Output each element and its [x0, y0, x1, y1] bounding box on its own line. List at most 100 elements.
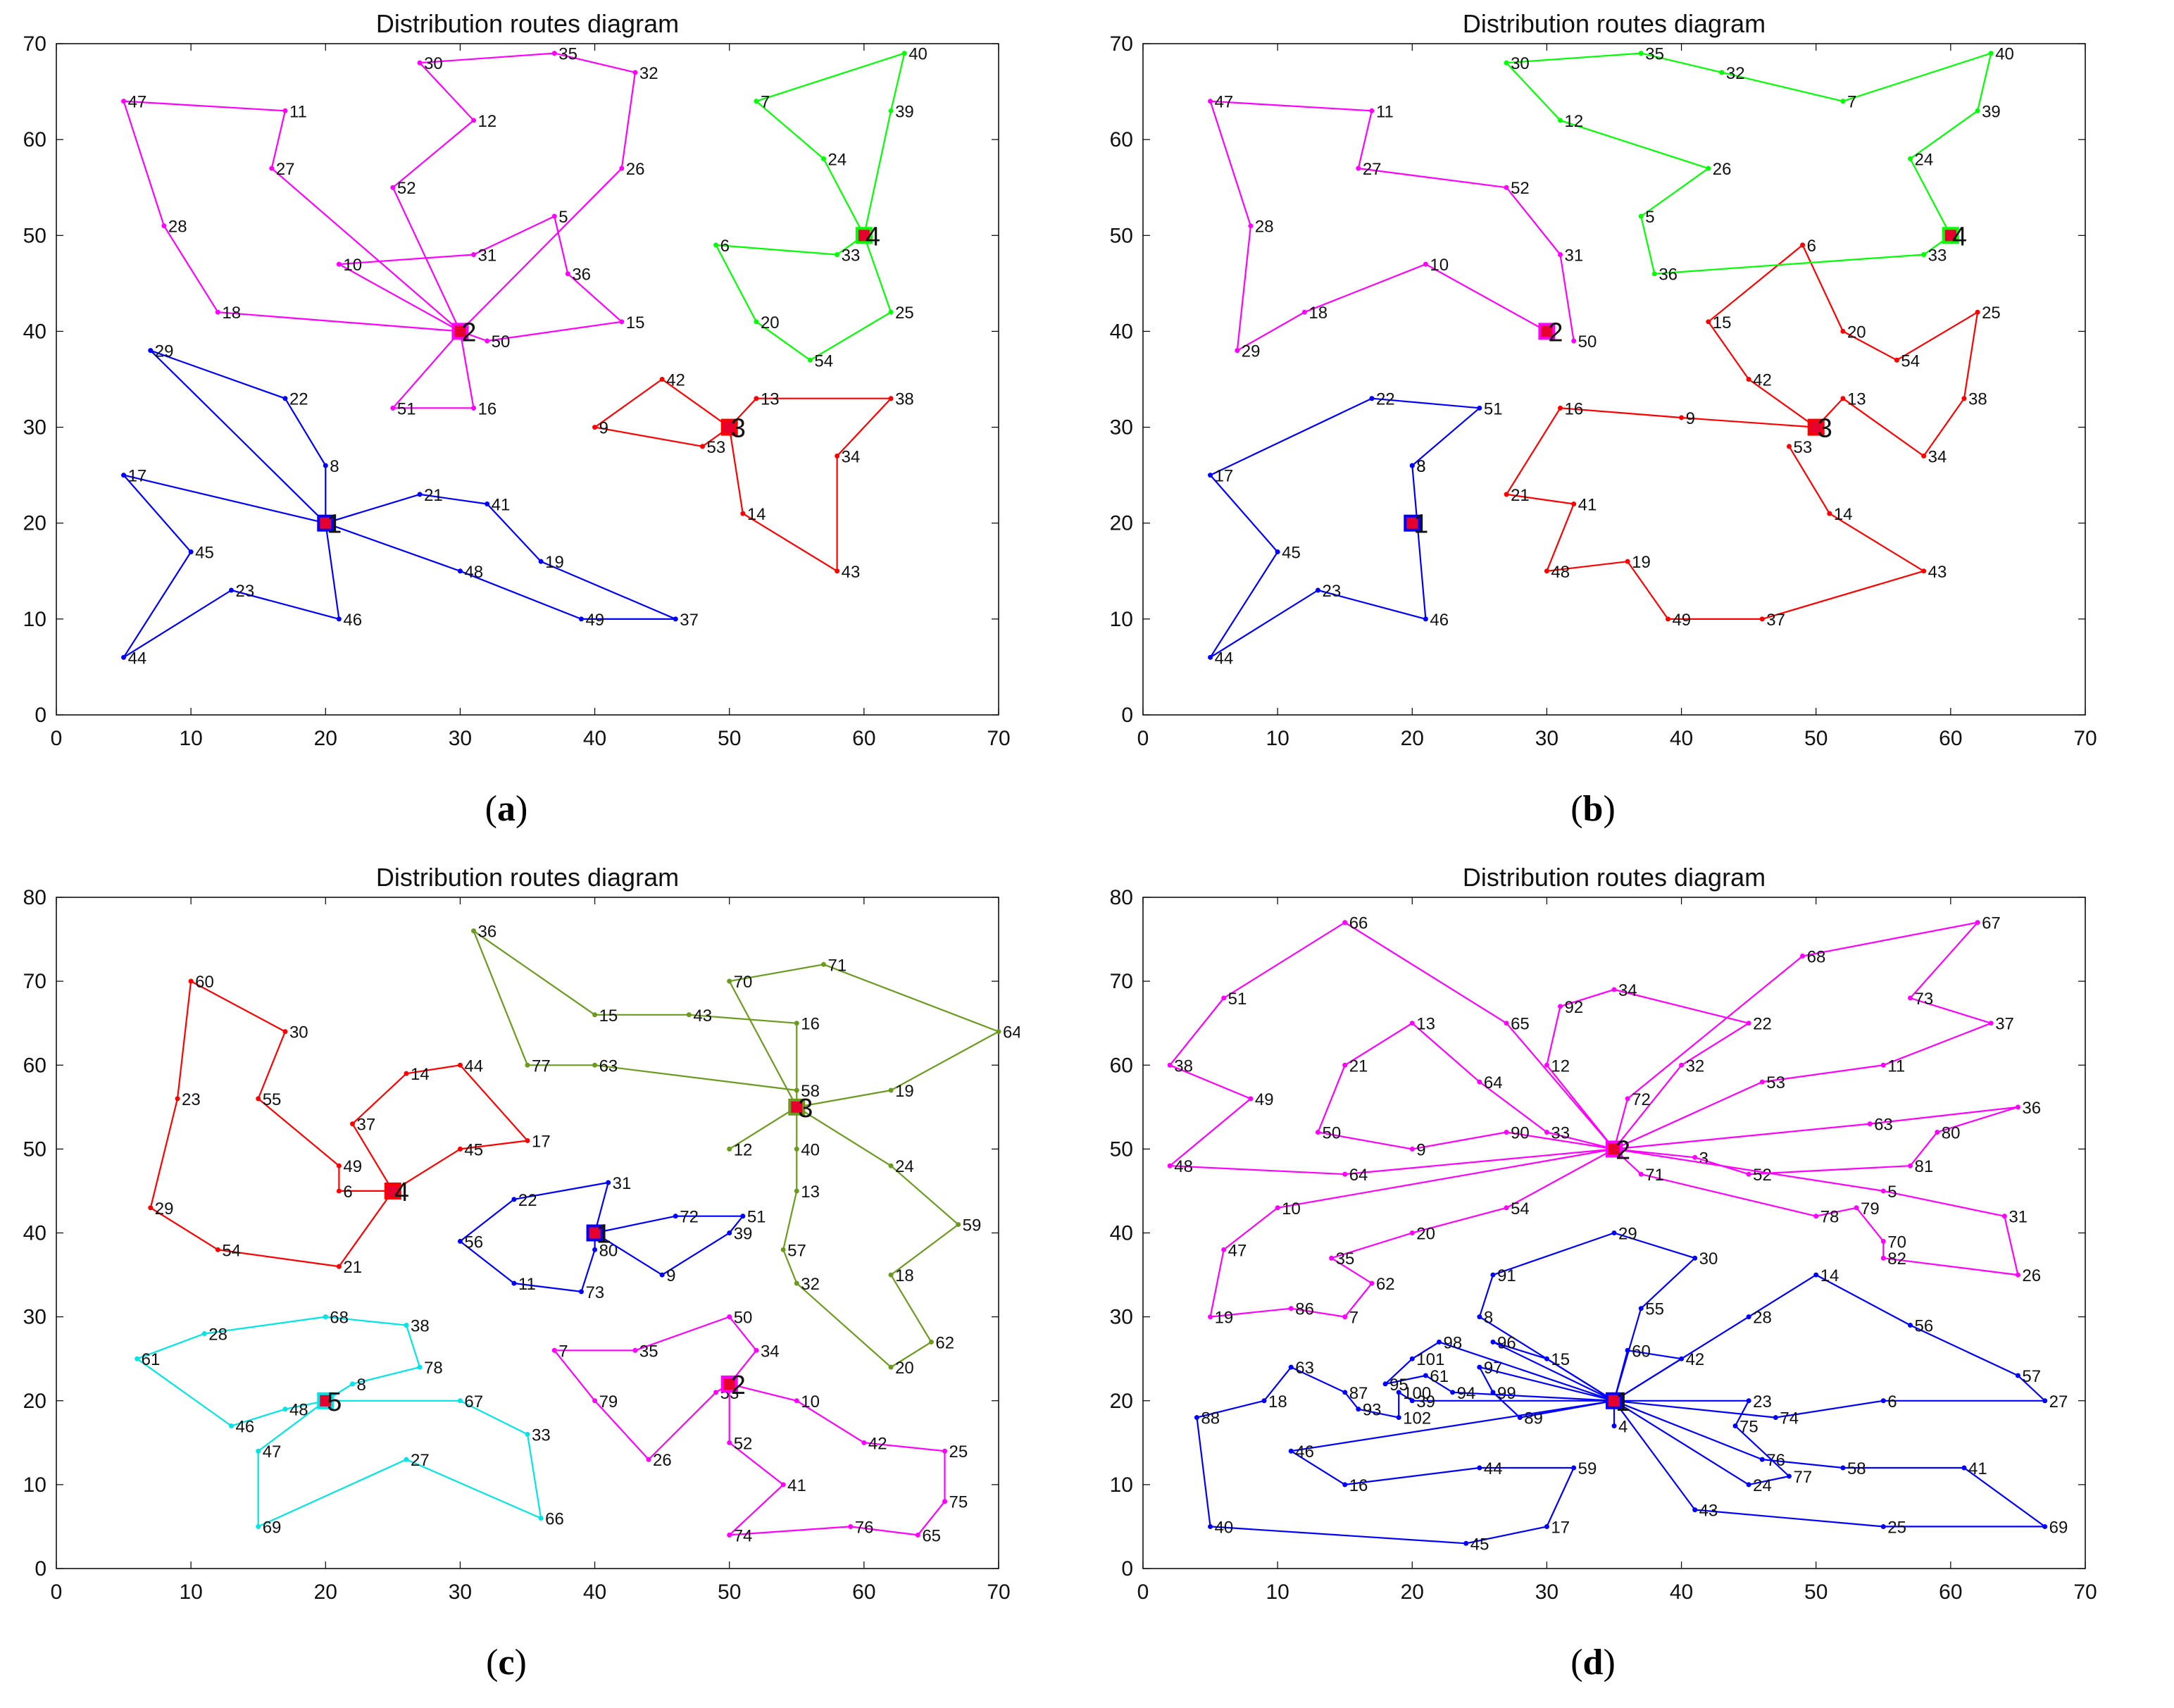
customer-label: 58 — [801, 1082, 820, 1101]
route-line-depot-2 — [1613, 1106, 2019, 1176]
customer-point — [350, 1381, 356, 1387]
customer-point — [606, 1180, 611, 1185]
customer-label: 3 — [1699, 1149, 1708, 1168]
customer-label: 48 — [1174, 1157, 1193, 1176]
customer-point — [1194, 1415, 1199, 1421]
customer-point — [228, 587, 234, 593]
y-tick-label: 20 — [23, 512, 46, 535]
customer-point — [1706, 319, 1711, 325]
customer-point — [1638, 1171, 1644, 1177]
customer-point — [1477, 1314, 1482, 1320]
customer-label: 61 — [142, 1350, 161, 1369]
customer-label: 28 — [168, 218, 187, 237]
customer-label: 66 — [1349, 914, 1368, 933]
y-tick-label: 80 — [23, 886, 46, 909]
panel-b: Distribution routes diagram 0 10 20 30 40 50 60… — [1087, 0, 2173, 854]
customer-label: 54 — [222, 1241, 241, 1260]
depot-marker — [788, 1098, 806, 1116]
depot-marker — [586, 1224, 604, 1242]
customer-point — [1840, 396, 1846, 401]
x-tick-label: 10 — [179, 1581, 202, 1604]
customer-point — [901, 51, 907, 56]
customer-point — [336, 1188, 342, 1194]
customer-label: 56 — [464, 1233, 483, 1252]
customer-label: 63 — [599, 1056, 618, 1076]
customer-label: 65 — [1511, 1015, 1530, 1034]
customer-label: 17 — [1551, 1518, 1570, 1537]
customer-label: 53 — [706, 438, 725, 457]
customer-label: 54 — [814, 351, 833, 370]
customer-point — [1611, 1423, 1617, 1428]
customer-point — [175, 1096, 180, 1102]
customer-label: 13 — [1847, 390, 1866, 409]
depot-marker — [1807, 418, 1825, 436]
depot-label: 2 — [1548, 318, 1563, 347]
customer-label: 72 — [1632, 1090, 1651, 1109]
depot-label: 3 — [798, 1094, 813, 1123]
customer-label: 55 — [1645, 1300, 1664, 1319]
customer-label: 25 — [895, 304, 914, 323]
y-tick-label: 0 — [35, 704, 46, 727]
customer-point — [861, 1440, 867, 1445]
customer-point — [1638, 51, 1644, 56]
customer-label: 32 — [1726, 64, 1745, 83]
customer-point — [1975, 108, 1980, 113]
customer-point — [1221, 1247, 1227, 1252]
customer-label: 71 — [1645, 1166, 1664, 1185]
customer-label: 86 — [1295, 1300, 1314, 1319]
customer-point — [1544, 1062, 1549, 1068]
depot-label: 5 — [327, 1388, 342, 1417]
customer-point — [619, 319, 625, 325]
depot-marker — [720, 1375, 738, 1392]
customer-label: 26 — [1713, 160, 1732, 179]
customer-label: 43 — [842, 563, 861, 582]
customer-point — [632, 1347, 638, 1353]
customer-point — [1288, 1364, 1294, 1370]
customer-label: 7 — [1847, 93, 1856, 112]
customer-label: 51 — [1484, 399, 1503, 418]
y-tick-label: 10 — [23, 608, 46, 631]
customer-point — [1369, 1280, 1375, 1286]
customer-point — [1409, 1398, 1415, 1404]
customer-label: 41 — [492, 495, 511, 514]
customer-label: 16 — [1349, 1476, 1368, 1495]
x-tick-label: 70 — [2073, 1581, 2097, 1604]
customer-label: 76 — [1766, 1451, 1785, 1470]
customer-label: 16 — [801, 1015, 820, 1034]
customer-point — [148, 1205, 154, 1211]
customer-point — [1908, 1323, 1913, 1328]
customer-point — [1369, 108, 1375, 113]
plot-frame — [56, 897, 999, 1569]
customer-label: 23 — [182, 1090, 201, 1109]
customer-label: 63 — [1295, 1359, 1314, 1378]
depot-marker — [1606, 1392, 1623, 1409]
customer-point — [1342, 1062, 1348, 1068]
panel-letter: c — [498, 1642, 514, 1683]
customer-label: 96 — [1497, 1333, 1516, 1352]
customer-label: 14 — [411, 1065, 430, 1084]
customer-label: 42 — [1753, 371, 1772, 390]
customer-point — [996, 1029, 1001, 1035]
y-tick-label: 40 — [1110, 1222, 1133, 1245]
customer-point — [1692, 1255, 1698, 1261]
customer-point — [686, 1012, 692, 1018]
customer-label: 33 — [1928, 247, 1947, 266]
customer-point — [1921, 568, 1927, 574]
customer-point — [188, 549, 194, 555]
y-tick-label: 50 — [1110, 224, 1133, 247]
customer-point — [794, 1280, 799, 1286]
customer-label: 48 — [464, 563, 483, 582]
y-tick-label: 30 — [23, 416, 46, 440]
customer-label: 19 — [895, 1082, 914, 1101]
customer-point — [754, 1347, 759, 1353]
customer-point — [835, 453, 840, 459]
y-tick-label: 50 — [1110, 1137, 1133, 1161]
route-line-depot-1 — [459, 1181, 609, 1293]
customer-point — [1651, 271, 1657, 277]
customer-label: 54 — [1511, 1199, 1530, 1218]
customer-label: 53 — [1766, 1073, 1785, 1092]
panel-letter: d — [1583, 1642, 1604, 1683]
customer-label: 12 — [1565, 112, 1584, 131]
customer-point — [1759, 616, 1765, 622]
